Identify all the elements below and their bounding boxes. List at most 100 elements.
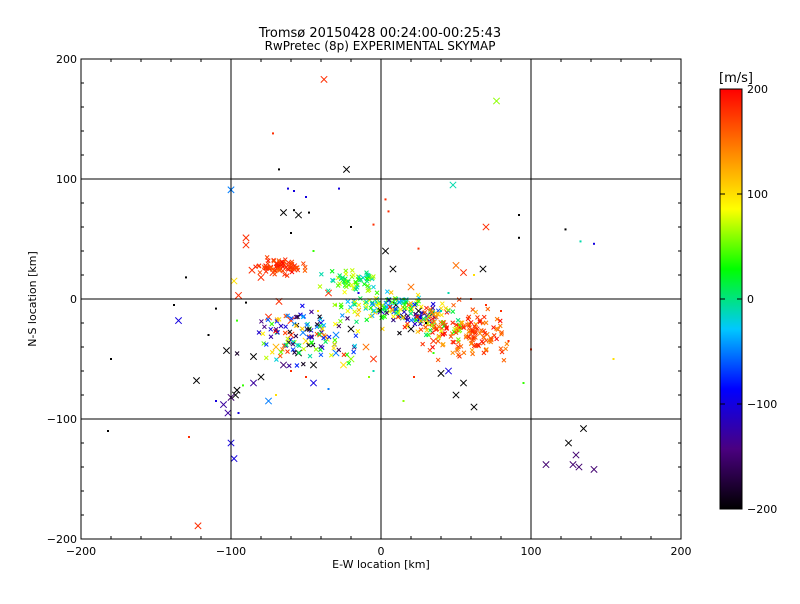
data-point xyxy=(400,315,406,321)
data-point xyxy=(401,309,407,315)
data-point xyxy=(174,317,183,325)
data-point xyxy=(376,308,382,313)
data-point xyxy=(438,328,444,334)
data-point xyxy=(408,317,414,323)
data-point xyxy=(447,292,450,294)
data-point xyxy=(321,335,326,341)
data-point xyxy=(407,283,415,291)
data-point xyxy=(290,341,296,347)
data-point xyxy=(500,310,502,312)
data-point xyxy=(459,269,468,277)
data-point xyxy=(269,349,275,355)
data-point xyxy=(287,329,293,335)
data-point xyxy=(436,333,442,339)
data-point xyxy=(300,361,306,367)
data-point xyxy=(444,367,453,375)
data-point xyxy=(426,313,432,319)
data-point xyxy=(418,304,424,310)
data-point xyxy=(466,334,472,340)
data-point xyxy=(285,313,291,319)
data-point xyxy=(234,291,243,299)
data-point xyxy=(473,321,479,327)
data-point xyxy=(194,522,202,530)
data-point xyxy=(456,328,462,334)
data-point xyxy=(450,320,456,326)
data-point xyxy=(290,370,292,372)
data-point xyxy=(402,400,405,402)
data-point xyxy=(481,314,487,320)
data-point xyxy=(590,465,598,473)
data-point xyxy=(477,319,483,325)
data-point xyxy=(575,463,583,471)
data-point xyxy=(384,289,390,294)
data-point xyxy=(230,277,238,285)
data-point xyxy=(263,269,269,274)
data-point xyxy=(237,412,240,414)
data-point xyxy=(388,290,394,295)
data-point xyxy=(268,334,274,340)
data-point xyxy=(344,284,349,290)
data-point xyxy=(300,314,306,320)
data-point xyxy=(342,278,348,284)
data-point xyxy=(569,461,577,469)
data-point xyxy=(488,339,494,345)
data-point xyxy=(338,187,340,190)
data-point xyxy=(262,324,267,330)
data-point xyxy=(356,307,362,313)
data-point xyxy=(110,358,112,360)
data-point xyxy=(345,308,351,314)
data-point xyxy=(309,379,318,387)
data-point xyxy=(420,341,426,347)
colorbar-gradient xyxy=(720,89,742,509)
data-point xyxy=(185,276,187,279)
data-point xyxy=(452,326,458,332)
data-point xyxy=(481,350,487,356)
data-point xyxy=(437,369,445,377)
colorbar-unit-label: [m/s] xyxy=(719,71,753,86)
data-point xyxy=(459,320,465,325)
data-point xyxy=(350,226,352,228)
data-point xyxy=(327,388,330,390)
data-point xyxy=(307,353,313,359)
data-point xyxy=(263,342,269,347)
data-point xyxy=(408,311,414,316)
data-point xyxy=(464,333,469,339)
data-point xyxy=(276,267,282,273)
data-point xyxy=(466,329,472,334)
data-point xyxy=(425,322,427,324)
data-point xyxy=(289,259,295,265)
data-point xyxy=(339,313,345,318)
data-point xyxy=(358,277,364,282)
data-point xyxy=(257,273,265,281)
data-point xyxy=(417,247,420,250)
data-point xyxy=(444,325,450,330)
x-tick-label: 0 xyxy=(378,545,385,558)
data-point xyxy=(413,376,415,378)
data-point xyxy=(497,318,503,324)
data-point xyxy=(373,295,379,301)
data-point xyxy=(320,75,328,83)
data-point xyxy=(286,260,291,266)
data-point xyxy=(402,324,408,330)
data-point xyxy=(301,346,307,352)
chart-subtitle: RwPretec (8p) EXPERIMENTAL SKYMAP xyxy=(265,39,496,53)
data-point xyxy=(352,343,358,349)
data-point xyxy=(455,317,461,323)
data-point xyxy=(494,316,500,322)
data-point xyxy=(429,337,438,345)
data-point xyxy=(352,309,357,315)
data-point xyxy=(305,376,307,378)
data-point xyxy=(392,295,398,301)
data-point xyxy=(321,322,327,328)
data-point xyxy=(242,384,244,387)
data-point xyxy=(412,321,418,327)
data-point xyxy=(413,312,418,317)
data-point xyxy=(461,325,466,330)
data-point xyxy=(353,333,359,339)
data-point xyxy=(369,301,375,307)
data-point xyxy=(382,314,388,320)
data-point xyxy=(479,265,487,273)
data-point xyxy=(356,302,362,308)
data-point xyxy=(357,292,360,294)
